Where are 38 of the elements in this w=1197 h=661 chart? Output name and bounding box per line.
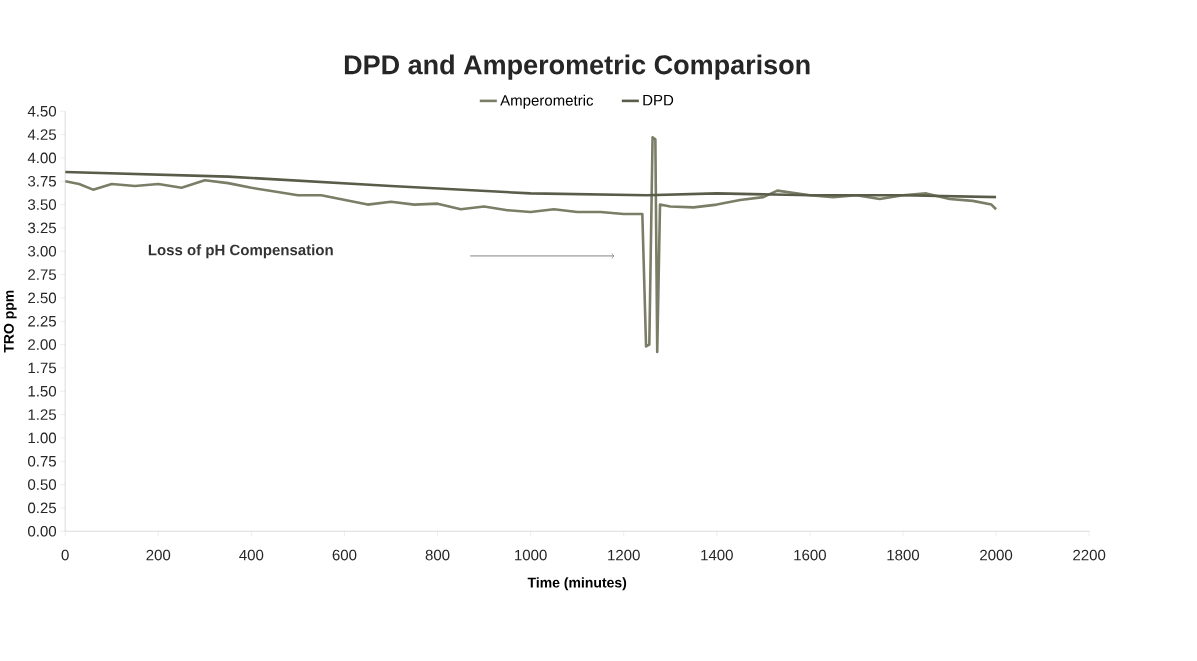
chart-title: DPD and Amperometric Comparison <box>344 54 810 80</box>
x-tick-label: 1000 <box>515 549 547 561</box>
x-tick-label: 1600 <box>794 549 826 561</box>
y-tick-label: 0.00 <box>28 525 57 537</box>
y-tick-label: 3.00 <box>28 245 57 257</box>
x-tick-label: 1800 <box>887 549 920 561</box>
y-tick-label: 1.50 <box>28 385 57 397</box>
x-tick-label: 400 <box>239 549 264 561</box>
x-tick-label: 800 <box>425 549 450 561</box>
x-tick-label: 0 <box>61 549 69 561</box>
y-tick-label: 0.50 <box>28 479 57 490</box>
y-tick-label: 1.00 <box>28 432 57 444</box>
annotation: Loss of pH Compensation <box>148 244 333 259</box>
x-tick-label: 600 <box>332 549 357 561</box>
x-axis-title: Time (minutes) <box>527 577 627 591</box>
x-tick-label: 1200 <box>608 549 640 561</box>
x-tick-label: 2000 <box>980 549 1013 561</box>
x-tick-label: 200 <box>146 549 171 561</box>
y-tick-label: 0.75 <box>28 455 57 467</box>
x-tick-label: 2200 <box>1073 549 1106 561</box>
y-tick-label: 0.25 <box>28 502 57 514</box>
line-series <box>65 170 998 199</box>
y-axis-title: TRO ppm <box>3 290 17 353</box>
y-tick-label: 4.50 <box>27 105 57 117</box>
y-tick-label: 3.25 <box>28 222 57 234</box>
y-tick-label: 2.00 <box>28 339 57 350</box>
y-tick-label: 1.75 <box>28 362 57 374</box>
y-tick-label: 4.25 <box>27 129 57 140</box>
x-tick-label: 1400 <box>701 549 733 561</box>
y-tick-label: 4.00 <box>27 152 57 164</box>
y-tick-label: 1.25 <box>28 409 57 420</box>
legend-label: DPD <box>643 94 674 106</box>
y-tick-label: 3.75 <box>28 175 57 187</box>
y-tick-label: 3.50 <box>28 199 57 210</box>
y-tick-label: 2.50 <box>28 292 57 304</box>
y-tick-label: 2.75 <box>28 269 57 280</box>
y-tick-label: 2.25 <box>28 315 57 327</box>
legend-label: Amperometric <box>500 94 594 109</box>
